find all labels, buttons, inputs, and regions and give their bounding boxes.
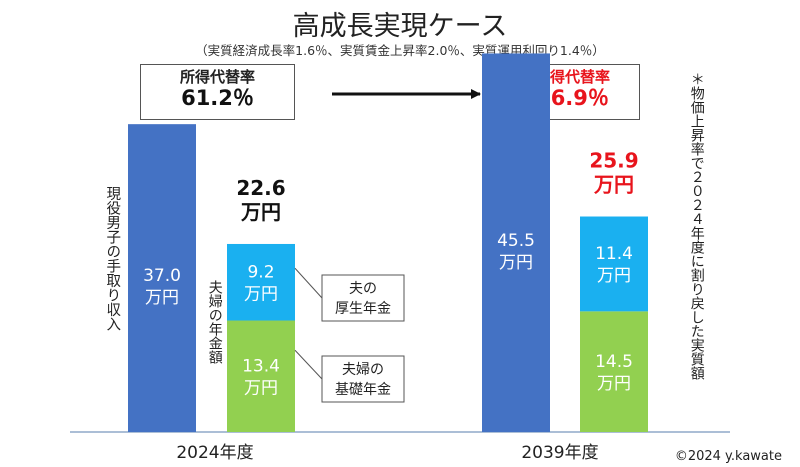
bar-label-employee-pension-1: 11.4 万円 xyxy=(595,244,633,286)
title: 高成長実現ケース xyxy=(292,11,508,42)
callout-couple-basic-pension-text: 夫婦の基礎年金 xyxy=(335,361,391,398)
bar-label-income-1: 45.5 万円 xyxy=(497,231,535,273)
ratio-box-2024: 所得代替率 61.2％ xyxy=(140,64,295,120)
bar-label-employee-pension-0: 9.2 万円 xyxy=(244,262,278,304)
callout-couple-basic-pension-leader xyxy=(294,349,323,380)
callout-couple-basic-pension-box xyxy=(321,355,405,403)
left-axis-label: 現役男子の手取り収入 xyxy=(104,186,121,331)
x-tick-2024: 2024年度 xyxy=(176,443,253,463)
ratio-label-2039: 所得代替率 xyxy=(534,68,610,86)
callout-husband-employee-pension-box xyxy=(321,274,405,322)
right-note: ＊物価上昇率で２０２４年度に割り戻した実質額 xyxy=(688,72,705,380)
bar-label-income-0: 37.0 万円 xyxy=(143,266,181,308)
ratio-value-2024: 61.2％ xyxy=(181,86,254,110)
bar-income-0 xyxy=(128,124,196,432)
x-tick-2039: 2039年度 xyxy=(521,443,598,463)
bar-employee-pension-1 xyxy=(580,216,648,312)
callout-husband-employee-pension-text: 夫の厚生年金 xyxy=(335,281,391,317)
callout-husband-employee-pension-leader xyxy=(294,267,323,299)
bar-basic-pension-0 xyxy=(227,320,295,432)
bar-basic-pension-1 xyxy=(580,311,648,432)
total-label-0: 22.6 万円 xyxy=(236,176,285,224)
bar-employee-pension-0 xyxy=(227,243,295,321)
ratio-label-2024: 所得代替率 xyxy=(179,68,255,86)
couple-pension-label: 夫婦の年金額 xyxy=(206,280,223,364)
bar-label-basic-pension-1: 14.5 万円 xyxy=(595,352,633,394)
bar-label-basic-pension-0: 13.4 万円 xyxy=(242,356,280,398)
bar-income-1 xyxy=(482,53,550,432)
total-label-1: 25.9 万円 xyxy=(589,149,638,197)
copyright: ©2024 y.kawate xyxy=(675,449,782,464)
